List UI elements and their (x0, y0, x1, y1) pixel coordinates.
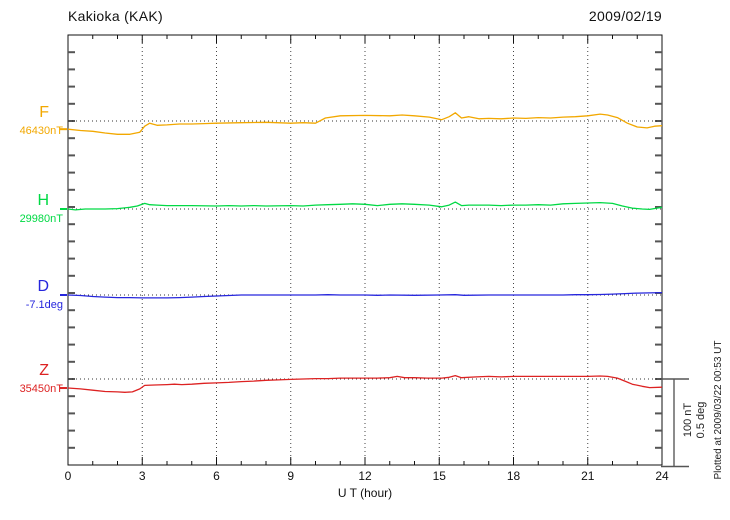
observation-date: 2009/02/19 (588, 8, 662, 24)
trace-D (67, 291, 663, 299)
x-tick-label-9: 9 (287, 469, 295, 483)
x-tick-label-21: 21 (581, 469, 595, 483)
x-tick-label-0: 0 (64, 469, 72, 483)
plotted-at-note: Plotted at 2009/03/22 00:53 UT (713, 340, 724, 480)
station-title: Kakioka (KAK) (68, 8, 163, 24)
x-tick-label-18: 18 (506, 469, 521, 483)
series-letter-D: D (37, 278, 49, 295)
trace-Z (67, 374, 663, 393)
scale-bar-deg-line: 0.5 deg (695, 401, 707, 439)
x-tick-label-24: 24 (655, 469, 669, 483)
scale-bar-label: 100 nT 0.5 deg (682, 375, 710, 465)
trace-F (67, 112, 663, 135)
x-tick-label-12: 12 (358, 469, 372, 483)
x-tick-label-3: 3 (138, 469, 146, 483)
x-axis-label: U T (hour) (337, 486, 393, 500)
trace-H (67, 201, 663, 211)
x-tick-label-15: 15 (432, 469, 446, 483)
series-baseline-value-F: 46430nT (19, 125, 63, 137)
x-tick-label-6: 6 (213, 469, 220, 483)
series-letter-H: H (37, 192, 49, 209)
series-baseline-value-H: 29980nT (19, 213, 63, 225)
series-letter-Z: Z (39, 362, 49, 379)
series-baseline-value-Z: 35450nT (19, 383, 63, 395)
series-letter-F: F (39, 104, 49, 121)
series-baseline-value-D: -7.1deg (25, 299, 63, 311)
scale-bar-nt-line: 100 nT (682, 402, 694, 438)
